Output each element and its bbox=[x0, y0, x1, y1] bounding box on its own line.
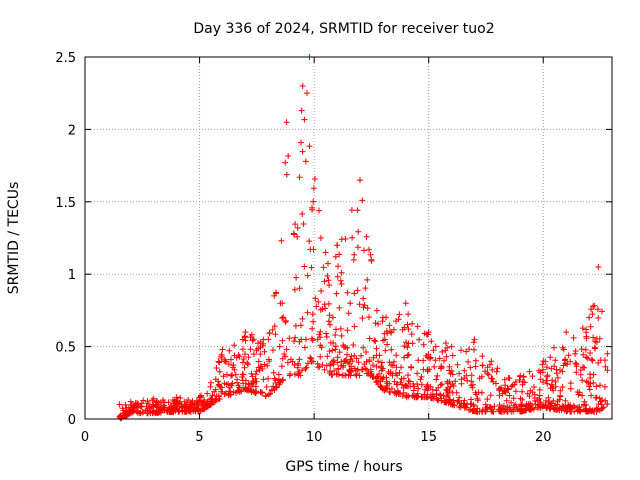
y-axis-label: SRMTID / TECUs bbox=[6, 182, 22, 295]
x-tick-label: 20 bbox=[535, 430, 552, 445]
x-tick-label: 10 bbox=[306, 430, 323, 445]
y-tick-label: 2 bbox=[68, 123, 76, 138]
x-tick-label: 15 bbox=[420, 430, 437, 445]
grid-lines bbox=[85, 57, 612, 419]
y-tick-label: 0.5 bbox=[55, 341, 76, 356]
plot-frame bbox=[84, 56, 613, 420]
data-points bbox=[116, 54, 611, 422]
y-tick-label: 2.5 bbox=[55, 51, 76, 66]
axis-ticks: 0 5 10 15 20 0 0.5 1 1.5 2 2.5 bbox=[55, 51, 612, 445]
y-tick-label: 1 bbox=[68, 268, 76, 283]
series-markers bbox=[116, 54, 611, 422]
chart-title: Day 336 of 2024, SRMTID for receiver tuo… bbox=[193, 21, 494, 37]
x-tick-label: 0 bbox=[81, 430, 89, 445]
y-tick-label: 0 bbox=[68, 413, 76, 428]
x-tick-label: 5 bbox=[195, 430, 203, 445]
y-tick-label: 1.5 bbox=[55, 196, 76, 211]
x-axis-label: GPS time / hours bbox=[285, 459, 402, 475]
